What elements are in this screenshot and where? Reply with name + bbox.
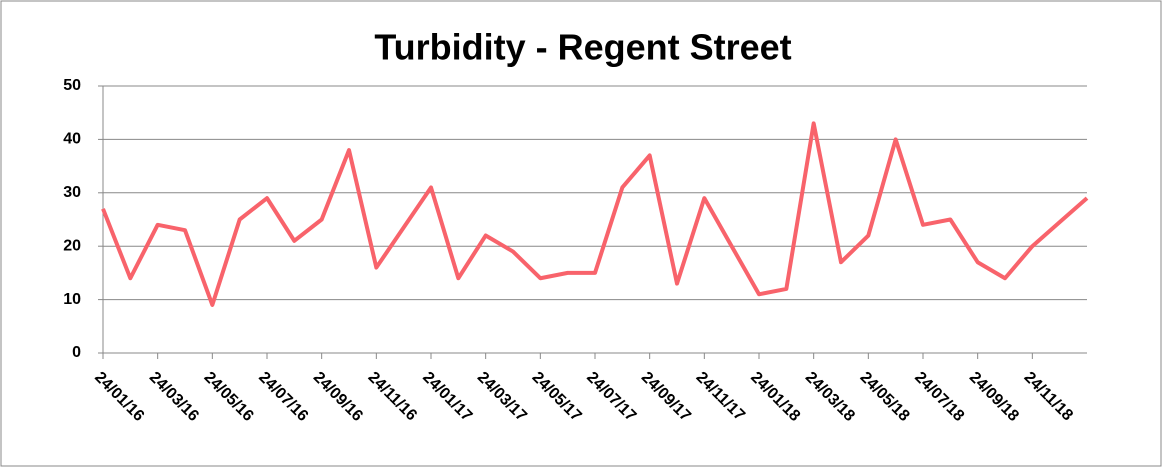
chart-title: Turbidity - Regent Street xyxy=(374,27,791,68)
y-tick-label: 10 xyxy=(63,291,81,308)
y-tick-label: 20 xyxy=(63,237,81,254)
y-tick-label: 30 xyxy=(63,184,81,201)
y-tick-label: 40 xyxy=(63,131,81,148)
y-tick-label: 50 xyxy=(63,77,81,94)
data-line xyxy=(101,121,1089,307)
y-tick-label: 0 xyxy=(72,344,81,361)
